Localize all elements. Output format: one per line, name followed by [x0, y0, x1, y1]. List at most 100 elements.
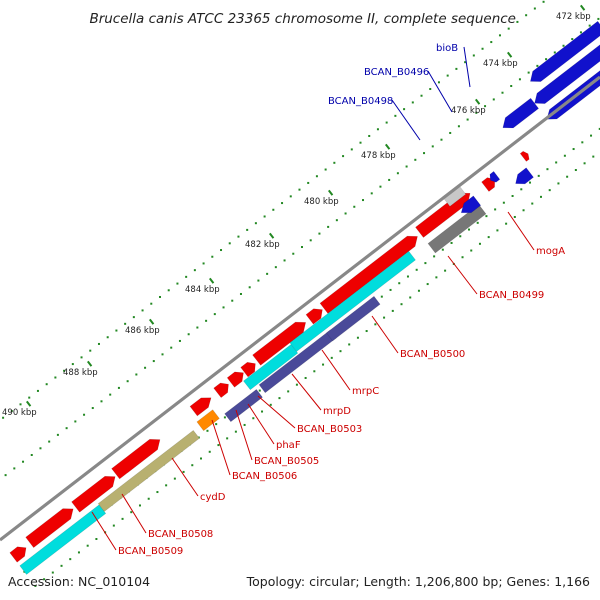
- gene-label: cydD: [200, 492, 226, 503]
- ring-dot: [121, 517, 124, 520]
- ring-dot: [505, 222, 508, 225]
- ring-dot: [69, 558, 72, 561]
- major-tick: [148, 318, 155, 325]
- gene-label: mrpC: [352, 386, 379, 397]
- gene-arrow: [427, 203, 487, 254]
- gene-arrow: [111, 438, 161, 480]
- ring-dot: [86, 544, 89, 547]
- gene-label: mrpD: [323, 406, 351, 417]
- ring-dot: [431, 145, 434, 148]
- ring-dot: [243, 423, 246, 426]
- ring-dot: [487, 236, 490, 239]
- ring-dot: [441, 248, 444, 251]
- map-title: Brucella canis ATCC 23365 chromosome II,…: [89, 11, 516, 27]
- ring-dot: [51, 571, 54, 574]
- ring-dot: [406, 275, 409, 278]
- ring-dot: [2, 416, 5, 419]
- ring-dot: [531, 202, 534, 205]
- ring-dot: [423, 152, 426, 155]
- ring-dot: [234, 430, 237, 433]
- ring-dot: [65, 427, 68, 430]
- ring-dot: [496, 229, 499, 232]
- tick-label: 480 kbp: [304, 197, 339, 207]
- gene-arrow: [489, 170, 501, 183]
- ring-dot: [380, 295, 383, 298]
- ring-dot: [566, 175, 569, 178]
- ring-dot: [435, 276, 438, 279]
- ring-dot: [572, 148, 575, 151]
- ring-dot: [518, 78, 521, 81]
- ring-dot: [414, 158, 417, 161]
- ring-dot: [202, 262, 205, 265]
- ring-dot: [117, 386, 120, 389]
- ring-dot: [420, 94, 423, 97]
- ring-dot: [562, 44, 565, 47]
- gene-arrow: [97, 429, 200, 512]
- ring-dot: [248, 286, 251, 289]
- ring-dot: [13, 467, 16, 470]
- ring-dot: [466, 118, 469, 121]
- ring-dot: [470, 249, 473, 252]
- ring-dot: [170, 346, 173, 349]
- ring-dot: [252, 417, 255, 420]
- ring-dot: [313, 370, 316, 373]
- ring-dot: [30, 453, 33, 456]
- ring-dot: [507, 27, 510, 30]
- major-tick: [327, 189, 334, 196]
- gene-arrow: [196, 409, 220, 432]
- ring-dot: [22, 460, 25, 463]
- ring-dot: [165, 484, 168, 487]
- tick-label: 476 kbp: [451, 106, 486, 116]
- ring-dot: [34, 584, 37, 587]
- ring-dot: [405, 165, 408, 168]
- gene-label: bioB: [436, 43, 458, 54]
- ring-dot: [433, 255, 436, 258]
- tick-marks: [25, 4, 586, 407]
- ring-dot: [178, 339, 181, 342]
- gene-arrow: [530, 20, 600, 82]
- tick-label: 482 kbp: [245, 240, 280, 250]
- label-leader-line: [257, 395, 296, 429]
- gene-arrow: [534, 44, 600, 104]
- ring-dot: [537, 174, 540, 177]
- ring-dot: [19, 403, 22, 406]
- gene-arrow: [515, 167, 534, 185]
- ring-dot: [112, 524, 115, 527]
- ring-dot: [223, 416, 226, 419]
- ring-dot: [396, 172, 399, 175]
- ring-dot: [409, 296, 412, 299]
- ring-dot: [455, 67, 458, 70]
- ring-dot: [231, 299, 234, 302]
- ring-dot: [461, 256, 464, 259]
- ring-dot: [36, 389, 39, 392]
- ring-dot: [536, 64, 539, 67]
- ring-dot: [132, 316, 135, 319]
- gene-arrow: [9, 546, 27, 563]
- ring-dot: [510, 85, 513, 88]
- tick-label: 488 kbp: [63, 368, 98, 378]
- ring-dot: [289, 195, 292, 198]
- ring-dot: [263, 215, 266, 218]
- gene-label: phaF: [276, 440, 301, 451]
- ring-dot: [522, 209, 525, 212]
- label-leader-line: [291, 373, 322, 411]
- ring-dot: [389, 288, 392, 291]
- ring-dot: [4, 474, 7, 477]
- gene-arrow: [252, 321, 307, 366]
- ring-dot: [77, 551, 80, 554]
- ring-dot: [74, 420, 77, 423]
- ring-dot: [39, 447, 42, 450]
- ring-dot: [292, 252, 295, 255]
- ring-dot: [126, 380, 129, 383]
- gene-arrow: [213, 382, 229, 399]
- ring-dot: [115, 329, 118, 332]
- gene-label: BCAN_B0496: [364, 67, 429, 78]
- ring-dot: [498, 34, 501, 37]
- ring-dot: [150, 302, 153, 305]
- ring-dot: [368, 134, 371, 137]
- ring-dot: [48, 440, 51, 443]
- ring-dot: [476, 221, 479, 224]
- ring-dot: [278, 397, 281, 400]
- gene-arrow: [519, 150, 530, 162]
- ring-dot: [63, 369, 66, 372]
